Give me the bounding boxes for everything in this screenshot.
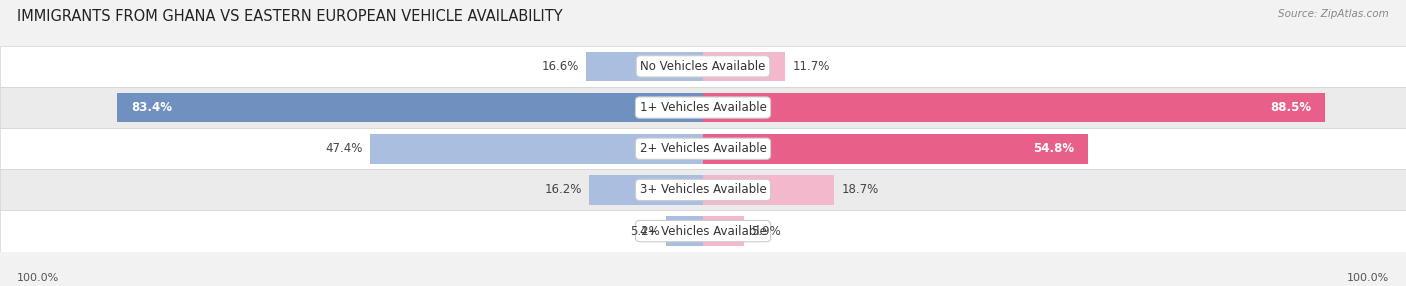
Text: 16.6%: 16.6% xyxy=(541,60,579,73)
Bar xyxy=(0,169,1406,210)
Bar xyxy=(0,210,1406,252)
Bar xyxy=(589,175,703,205)
Bar xyxy=(586,51,703,81)
Text: 5.2%: 5.2% xyxy=(630,225,659,238)
Text: No Vehicles Available: No Vehicles Available xyxy=(640,60,766,73)
Text: 5.9%: 5.9% xyxy=(752,225,782,238)
Text: 1+ Vehicles Available: 1+ Vehicles Available xyxy=(640,101,766,114)
Text: 11.7%: 11.7% xyxy=(793,60,830,73)
Text: 47.4%: 47.4% xyxy=(325,142,363,155)
Text: 100.0%: 100.0% xyxy=(1347,273,1389,283)
Text: 83.4%: 83.4% xyxy=(131,101,172,114)
Bar xyxy=(703,175,835,205)
Bar xyxy=(703,134,1088,164)
Bar xyxy=(703,216,745,246)
Text: 16.2%: 16.2% xyxy=(544,183,582,196)
Bar xyxy=(0,87,1406,128)
Bar xyxy=(370,134,703,164)
Text: 54.8%: 54.8% xyxy=(1033,142,1074,155)
Bar xyxy=(703,93,1324,122)
Bar xyxy=(0,46,1406,87)
Bar xyxy=(703,51,785,81)
Text: Source: ZipAtlas.com: Source: ZipAtlas.com xyxy=(1278,9,1389,19)
Text: 18.7%: 18.7% xyxy=(841,183,879,196)
Bar xyxy=(117,93,703,122)
Bar xyxy=(666,216,703,246)
Text: 4+ Vehicles Available: 4+ Vehicles Available xyxy=(640,225,766,238)
Text: IMMIGRANTS FROM GHANA VS EASTERN EUROPEAN VEHICLE AVAILABILITY: IMMIGRANTS FROM GHANA VS EASTERN EUROPEA… xyxy=(17,9,562,23)
Text: 100.0%: 100.0% xyxy=(17,273,59,283)
Text: 3+ Vehicles Available: 3+ Vehicles Available xyxy=(640,183,766,196)
Text: 2+ Vehicles Available: 2+ Vehicles Available xyxy=(640,142,766,155)
Bar xyxy=(0,128,1406,169)
Text: 88.5%: 88.5% xyxy=(1270,101,1312,114)
